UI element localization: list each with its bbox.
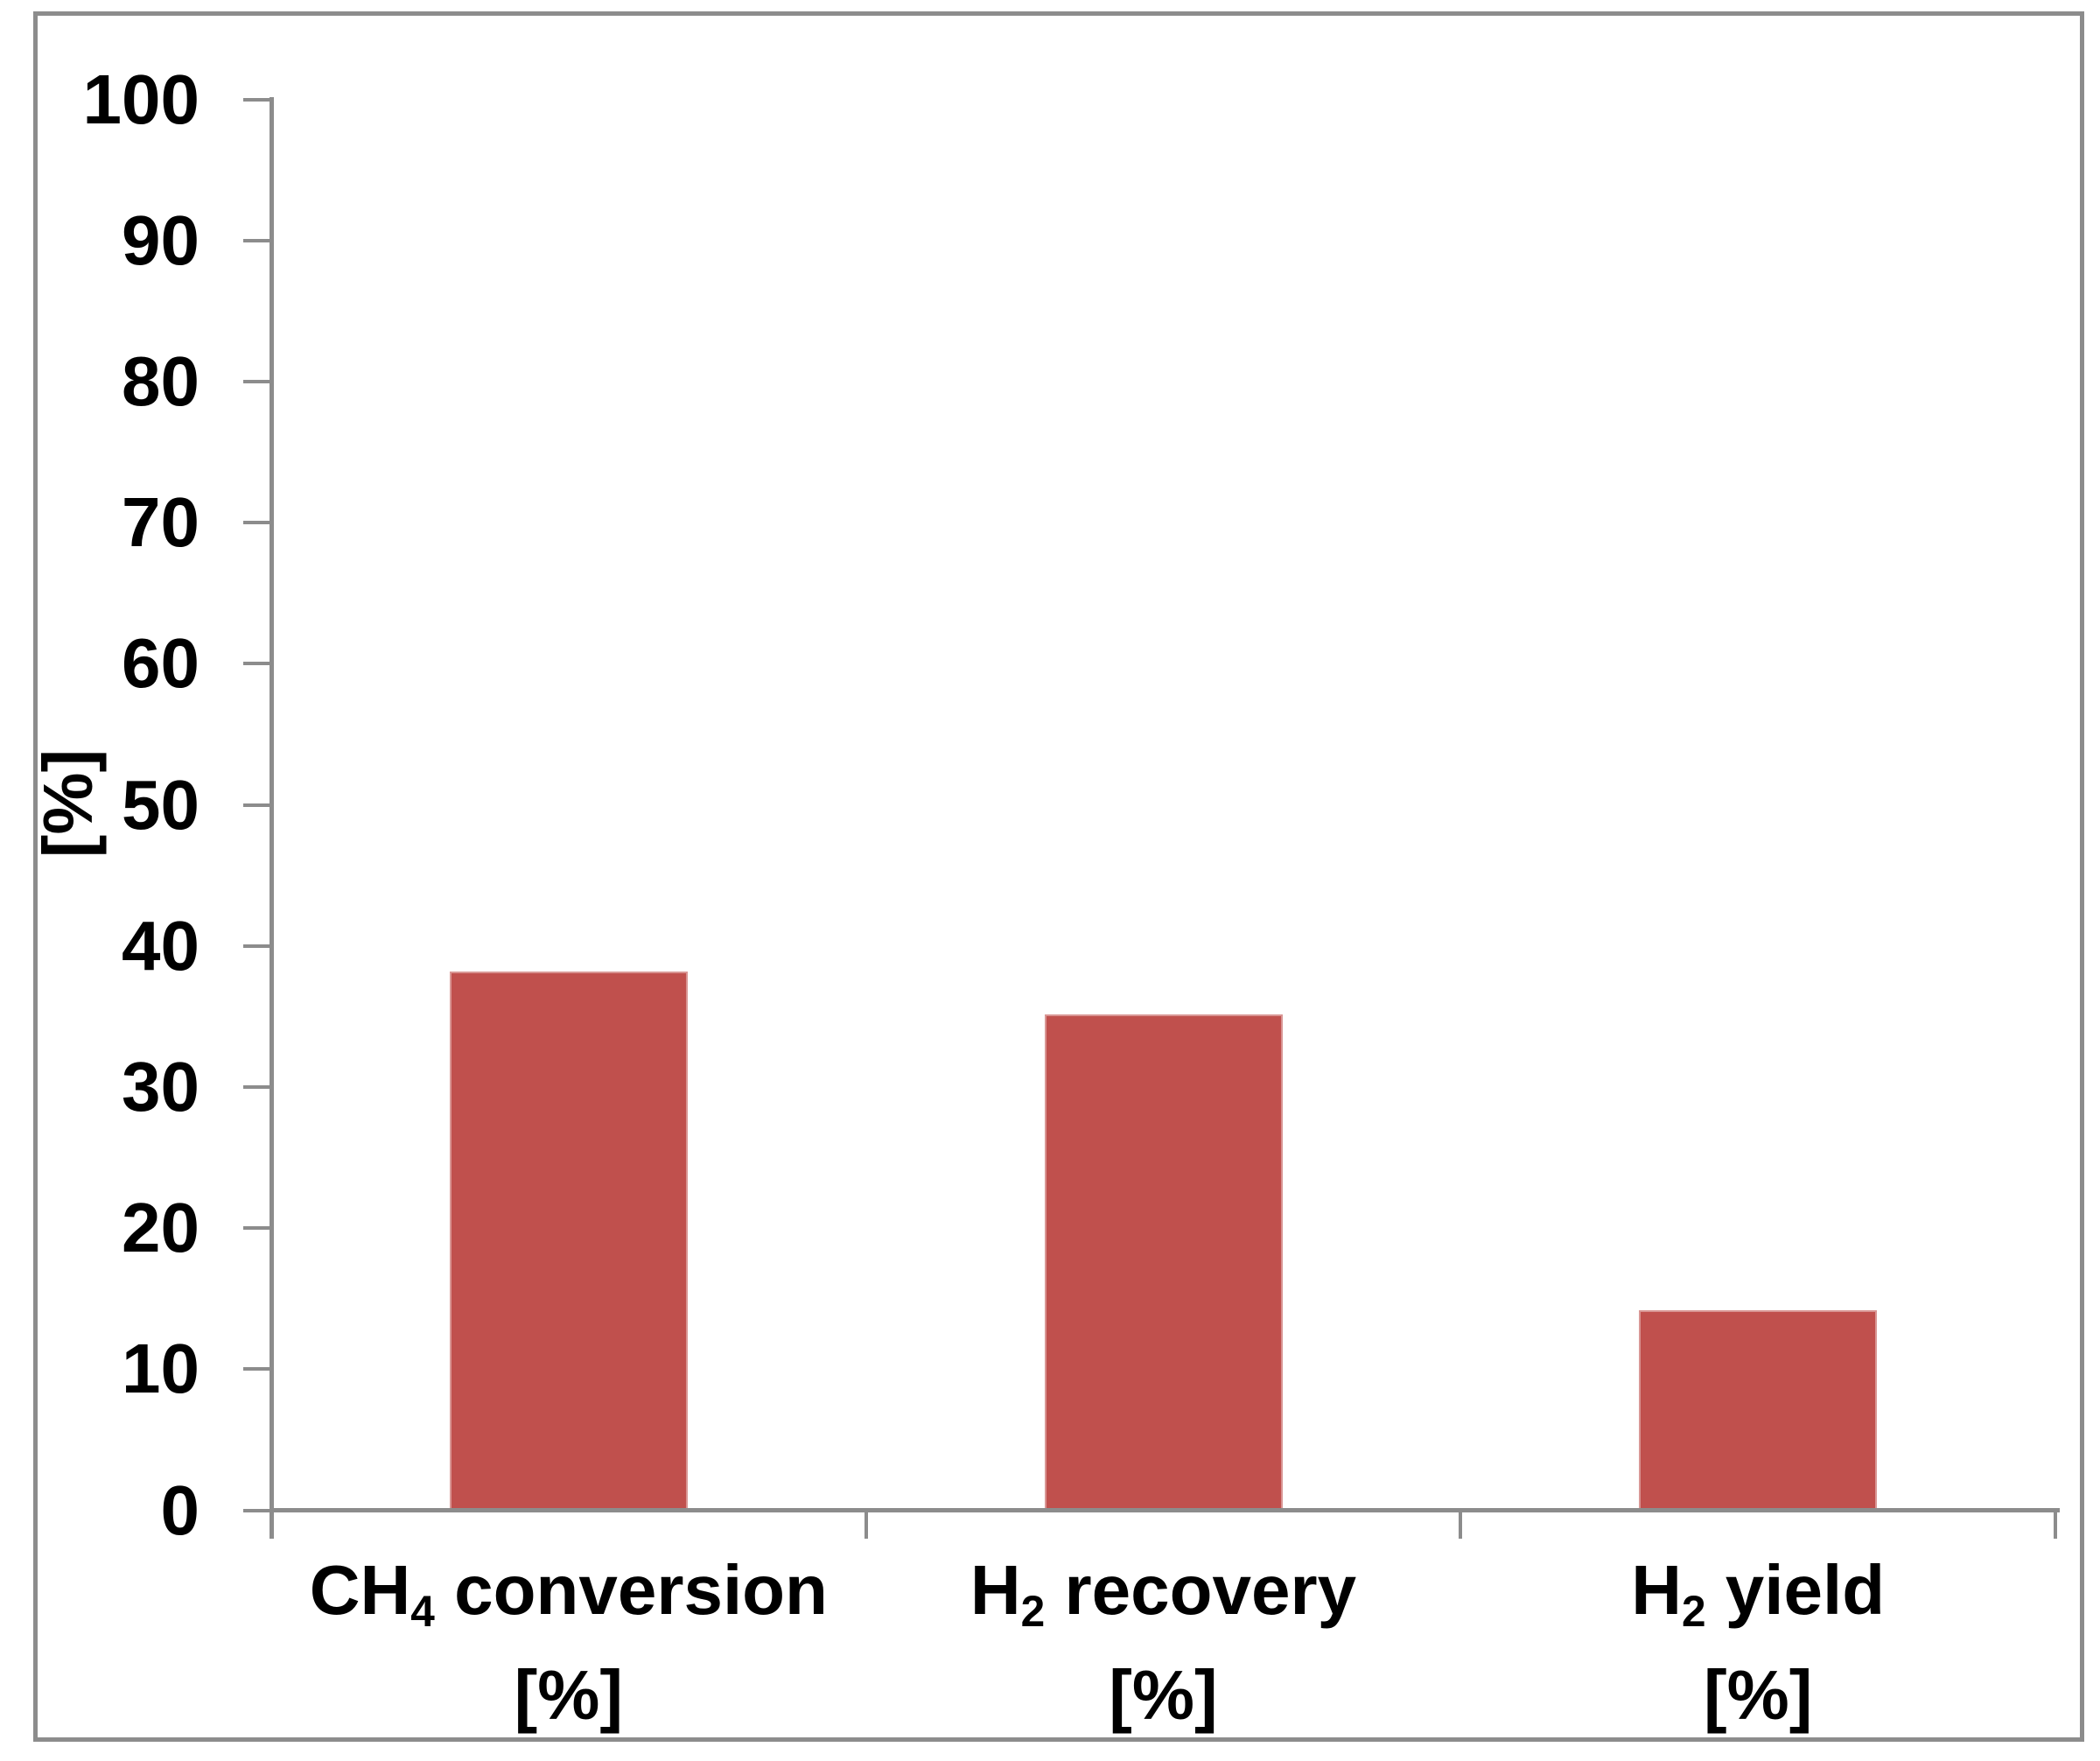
y-tick: [243, 379, 270, 383]
x-category-label-3: H2 yield [%]: [1460, 1542, 2055, 1743]
x-category-label-unit: [%]: [514, 1656, 624, 1734]
y-tick-label: 50: [122, 765, 200, 844]
y-tick: [243, 521, 270, 525]
bar-1: [449, 972, 688, 1508]
x-category-label-line1: H2 yield: [1631, 1551, 1886, 1636]
y-tick: [243, 1508, 270, 1512]
y-tick: [243, 1226, 270, 1231]
y-tick-label: 30: [122, 1047, 200, 1126]
y-tick: [243, 803, 270, 807]
y-tick: [243, 238, 270, 242]
x-category-label-unit: [%]: [1109, 1656, 1218, 1734]
y-tick-label: 100: [82, 60, 200, 138]
x-category-label-line1: CH4 conversion: [309, 1551, 828, 1636]
bar-3: [1639, 1310, 1878, 1508]
y-tick-label: 40: [122, 906, 200, 985]
x-category-label-unit: [%]: [1703, 1656, 1813, 1734]
subscript: 2: [1020, 1586, 1046, 1636]
y-tick-label: 60: [122, 624, 200, 703]
y-tick-label: 0: [160, 1470, 200, 1549]
y-tick: [243, 1084, 270, 1089]
x-tick: [1459, 1512, 1463, 1539]
x-category-label-1: CH4 conversion [%]: [271, 1542, 866, 1743]
y-tick: [243, 97, 270, 102]
x-tick: [2054, 1512, 2057, 1539]
x-axis-line: [270, 1508, 2060, 1512]
subscript: 4: [410, 1586, 435, 1636]
subscript: 2: [1681, 1586, 1706, 1636]
x-category-label-2: H2 recovery [%]: [866, 1542, 1461, 1743]
y-tick-label: 90: [122, 200, 200, 279]
y-axis-line: [270, 97, 274, 1539]
y-tick: [243, 944, 270, 948]
y-tick-label: 20: [122, 1189, 200, 1267]
y-tick: [243, 662, 270, 666]
y-tick: [243, 1367, 270, 1372]
y-tick-label: 10: [122, 1330, 200, 1408]
y-tick-label: 80: [122, 341, 200, 420]
y-tick-label: 70: [122, 483, 200, 562]
bar-2: [1044, 1014, 1283, 1508]
x-category-label-line1: H2 recovery: [970, 1551, 1357, 1636]
x-tick: [864, 1512, 868, 1539]
